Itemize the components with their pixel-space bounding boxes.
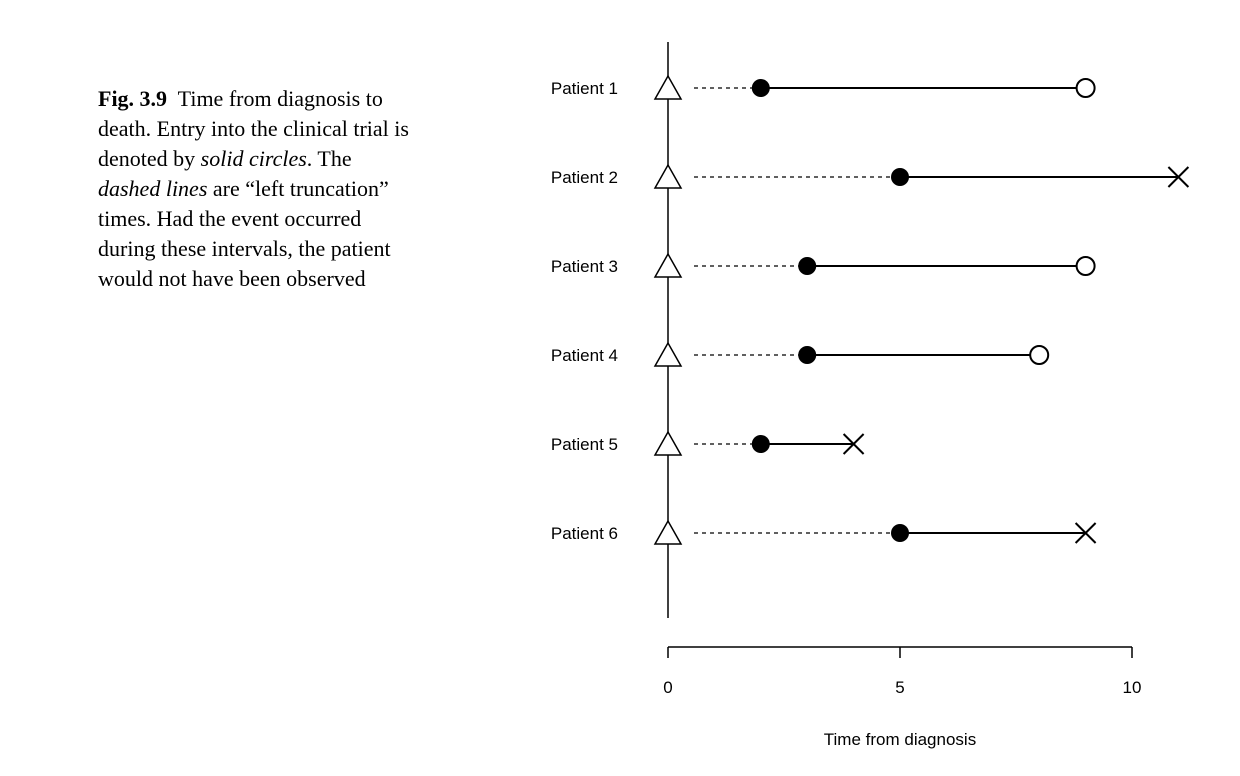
diagnosis-triangle-marker bbox=[653, 252, 683, 278]
x-tick-label: 5 bbox=[895, 678, 904, 697]
patient-label: Patient 2 bbox=[551, 168, 618, 187]
x-axis-title: Time from diagnosis bbox=[824, 730, 976, 749]
entry-solid-circle-marker bbox=[751, 435, 770, 453]
diagnosis-triangle-marker bbox=[653, 341, 683, 367]
death-cross-marker bbox=[1167, 166, 1190, 188]
patient-label: Patient 4 bbox=[551, 346, 618, 365]
entry-solid-circle-marker bbox=[751, 79, 770, 97]
diagnosis-triangle-marker bbox=[653, 163, 683, 189]
patient-row: Patient 4 bbox=[551, 341, 1050, 367]
censored-open-circle-marker bbox=[1075, 78, 1096, 98]
caption-emphasis-2: dashed lines bbox=[98, 176, 208, 201]
caption-emphasis-1: solid circles bbox=[200, 146, 307, 171]
x-tick-label: 10 bbox=[1123, 678, 1142, 697]
patient-row: Patient 2 bbox=[551, 163, 1190, 189]
patient-row: Patient 6 bbox=[551, 519, 1097, 545]
patient-label: Patient 3 bbox=[551, 257, 618, 276]
caption-text-2: . The bbox=[306, 146, 352, 171]
entry-solid-circle-marker bbox=[891, 168, 909, 186]
figure-caption: Fig. 3.9 Time from diagnosis to death. E… bbox=[98, 84, 418, 294]
caption-text-1: Time from diagnosis to death. Entry into… bbox=[98, 86, 409, 171]
patient-row: Patient 3 bbox=[551, 252, 1096, 278]
death-cross-marker bbox=[842, 433, 865, 455]
x-axis: 0 5 10 bbox=[663, 646, 1142, 697]
entry-solid-circle-marker bbox=[798, 346, 817, 364]
patient-label: Patient 5 bbox=[551, 435, 618, 454]
patient-row: Patient 1 bbox=[551, 74, 1096, 100]
diagnosis-triangle-marker bbox=[653, 519, 683, 545]
patient-rows: Patient 1 Patient 2 Patient 3 Patient 4 Pati… bbox=[551, 74, 1190, 545]
x-tick-label: 0 bbox=[663, 678, 672, 697]
censored-open-circle-marker bbox=[1075, 256, 1096, 276]
entry-solid-circle-marker bbox=[891, 524, 909, 542]
caption-text-3: are “left truncation” times. Had the eve… bbox=[98, 176, 391, 291]
censored-open-circle-marker bbox=[1029, 345, 1050, 365]
entry-solid-circle-marker bbox=[798, 257, 817, 275]
patient-label: Patient 6 bbox=[551, 524, 618, 543]
patient-label: Patient 1 bbox=[551, 79, 618, 98]
diagnosis-triangle-marker bbox=[653, 430, 683, 456]
diagnosis-triangle-marker bbox=[653, 74, 683, 100]
figure-label: Fig. 3.9 bbox=[98, 86, 168, 111]
death-cross-marker bbox=[1074, 522, 1097, 544]
patient-row: Patient 5 bbox=[551, 430, 865, 456]
